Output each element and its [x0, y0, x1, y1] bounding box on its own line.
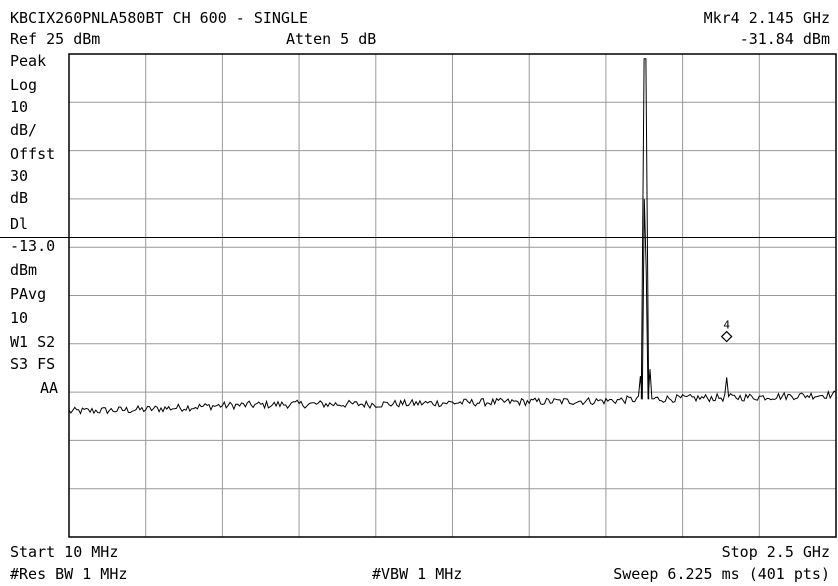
side-offst: Offst — [10, 145, 56, 163]
attenuation: Atten 5 dB — [286, 30, 377, 48]
vbw: #VBW 1 MHz — [372, 565, 463, 583]
side-offst-value: 30 — [10, 167, 29, 185]
spectrum-trace — [68, 199, 837, 415]
instrument-title: KBCIX260PNLA580BT CH 600 - SINGLE — [10, 9, 309, 27]
side-w1s2: W1 S2 — [10, 333, 56, 351]
side-offst-unit: dB — [10, 189, 29, 207]
side-s3fs: S3 FS — [10, 355, 56, 373]
marker-label: 4 — [723, 319, 730, 332]
res-bw: #Res BW 1 MHz — [10, 565, 128, 583]
graticule — [69, 54, 836, 537]
side-dl-unit: dBm — [10, 261, 38, 279]
stop-frequency: Stop 2.5 GHz — [721, 543, 830, 561]
sweep-time: Sweep 6.225 ms (401 pts) — [613, 565, 830, 583]
side-dl: Dl — [10, 215, 29, 233]
ref-level: Ref 25 dBm — [10, 30, 101, 48]
side-dl-value: -13.0 — [10, 237, 56, 255]
start-frequency: Start 10 MHz — [10, 543, 119, 561]
side-pavg: PAvg — [10, 285, 47, 303]
side-scale-unit: dB/ — [10, 121, 38, 139]
side-scale-value: 10 — [10, 98, 29, 116]
marker-diamond — [720, 330, 733, 343]
marker-amplitude: -31.84 dBm — [739, 30, 830, 48]
side-pavg-value: 10 — [10, 309, 29, 327]
carrier-peak — [640, 58, 650, 400]
side-peak: Peak — [10, 52, 47, 70]
side-log: Log — [10, 76, 38, 94]
side-aa: AA — [40, 379, 59, 397]
plot-frame — [68, 53, 837, 538]
marker-readout: Mkr4 2.145 GHz — [703, 9, 830, 27]
marker-4: 4 — [720, 319, 733, 343]
